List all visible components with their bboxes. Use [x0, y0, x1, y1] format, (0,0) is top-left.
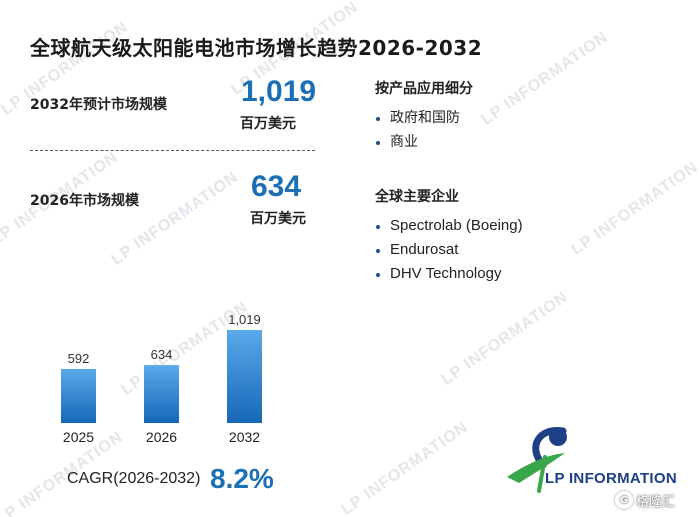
corner-badge: G 格隆汇	[615, 488, 675, 512]
g-circle-icon: G	[615, 491, 633, 509]
category-label: 2025	[63, 429, 94, 445]
bar-value-label: 592	[68, 351, 90, 366]
cagr-value: 8.2%	[210, 463, 274, 494]
category-label: 2032	[229, 429, 260, 445]
segment-item: 政府和国防	[375, 106, 460, 130]
segments-list: 政府和国防 商业	[375, 106, 460, 154]
lp-logo-icon	[507, 427, 567, 493]
companies-list: Spectrolab (Boeing) Endurosat DHV Techno…	[375, 214, 523, 286]
company-item: Spectrolab (Boeing)	[375, 214, 523, 238]
forecast-label: 2032年预计市场规模	[30, 97, 167, 113]
category-label: 2026	[146, 429, 177, 445]
forecast-value: 1,019	[241, 75, 317, 108]
segments-heading: 按产品应用细分	[375, 81, 473, 97]
base-unit: 百万美元	[250, 211, 306, 227]
bar-value-label: 1,019	[228, 312, 261, 327]
segment-item: 商业	[375, 130, 460, 154]
base-value: 634	[251, 170, 302, 203]
cagr-label: CAGR(2026-2032)	[67, 470, 201, 487]
corner-badge-text: 格隆汇	[636, 494, 676, 510]
forecast-unit: 百万美元	[240, 116, 296, 132]
bar-2025	[61, 368, 96, 423]
company-item: DHV Technology	[375, 262, 523, 286]
company-item: Endurosat	[375, 238, 523, 262]
companies-heading: 全球主要企业	[375, 189, 459, 205]
bar-2032	[227, 330, 262, 423]
bar-2026	[144, 365, 179, 423]
bar-value-label: 634	[151, 347, 173, 362]
logo-text: LP INFORMATION	[545, 470, 677, 487]
divider	[30, 150, 315, 151]
base-label: 2026年市场规模	[30, 193, 139, 209]
page-title: 全球航天级太阳能电池市场增长趋势2026-2032	[30, 36, 483, 60]
